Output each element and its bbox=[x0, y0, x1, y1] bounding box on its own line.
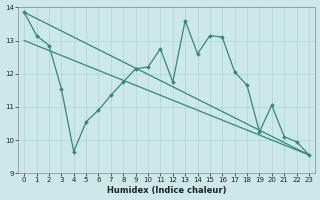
X-axis label: Humidex (Indice chaleur): Humidex (Indice chaleur) bbox=[107, 186, 226, 195]
